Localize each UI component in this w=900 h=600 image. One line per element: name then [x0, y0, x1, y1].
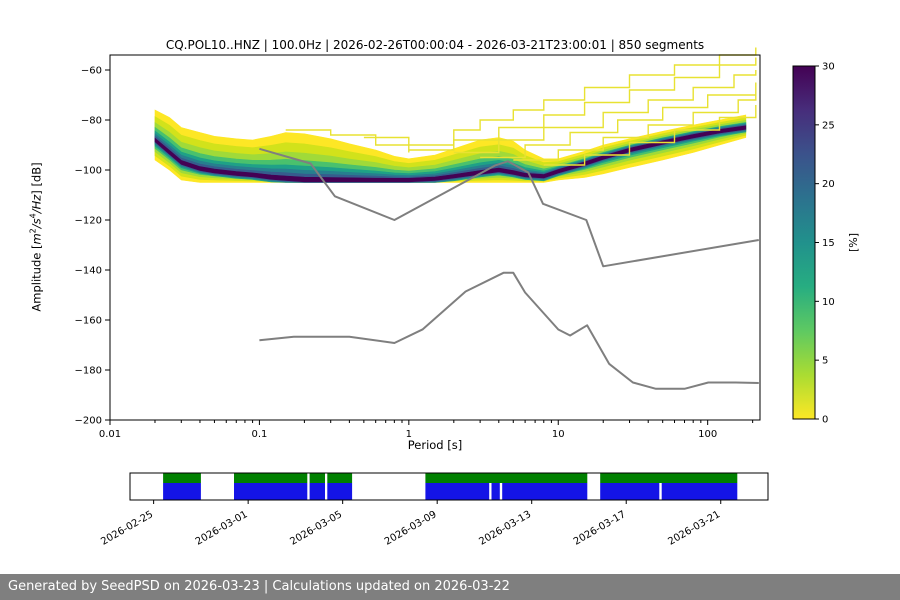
svg-text:30: 30	[822, 62, 835, 73]
colorbar	[792, 65, 816, 420]
coverage-segment	[425, 483, 490, 500]
svg-text:−100: −100	[75, 166, 102, 177]
timeline-axis: 2026-02-25 2026-03-01 2026-03-05 2026-03-09…	[99, 500, 722, 548]
svg-text:−180: −180	[75, 366, 102, 377]
svg-text:0: 0	[822, 415, 828, 426]
svg-text:10: 10	[552, 429, 565, 440]
outlier-psd-traces	[285, 47, 757, 166]
coverage-segments-green	[163, 473, 738, 483]
coverage-segment	[309, 473, 325, 483]
svg-text:−140: −140	[75, 266, 102, 277]
psd-heatmap-plot: 0.01 0.1 1 10 100−60−80−100−120−140−160−180−…	[75, 47, 860, 440]
svg-text:−80: −80	[81, 116, 102, 127]
svg-text:1: 1	[406, 429, 412, 440]
plot-title: CQ.POL10..HNZ | 100.0Hz | 2026-02-26T00:…	[165, 38, 705, 52]
coverage-segment	[327, 483, 353, 500]
svg-text:0.01: 0.01	[99, 429, 121, 440]
coverage-segment	[327, 473, 353, 483]
axes-frame	[109, 54, 761, 421]
noise-model-lines	[259, 147, 759, 390]
svg-text:−200: −200	[75, 416, 102, 427]
coverage-segment	[600, 473, 738, 483]
svg-text:20: 20	[822, 179, 835, 190]
svg-text:5: 5	[822, 356, 828, 367]
coverage-segment	[234, 473, 308, 483]
colorbar-ticks: 0 5 10 15 20 25 30	[815, 62, 835, 426]
coverage-segment	[234, 483, 308, 500]
svg-text:25: 25	[822, 120, 835, 131]
timeline-tick-label: 2026-03-09	[383, 509, 439, 548]
timeline-tick-label: 2026-03-01	[194, 509, 250, 548]
svg-text:0.1: 0.1	[251, 429, 267, 440]
colorbar-label: [%]	[847, 233, 860, 252]
svg-text:−160: −160	[75, 316, 102, 327]
coverage-segment	[600, 483, 660, 500]
coverage-segment	[502, 483, 588, 500]
timeline-frame	[129, 472, 769, 501]
footer-bar: Generated by SeedPSD on 2026-03-23 | Cal…	[0, 574, 900, 600]
coverage-timeline: 2026-02-25 2026-03-01 2026-03-05 2026-03-09…	[99, 472, 769, 548]
coverage-segment	[163, 473, 201, 483]
coverage-segment	[491, 483, 500, 500]
timeline-tick-label: 2026-03-17	[572, 509, 628, 548]
y-axis-ticks: −60 −80 −100 −120 −140 −160 −180 −200	[75, 66, 110, 427]
timeline-tick-label: 2026-02-25	[99, 509, 155, 548]
svg-text:−60: −60	[81, 66, 102, 77]
timeline-tick-label: 2026-03-05	[288, 509, 344, 548]
svg-text:100: 100	[698, 429, 717, 440]
x-axis-ticks: 0.01 0.1 1 10 100	[99, 420, 754, 440]
coverage-segments-blue	[163, 483, 738, 500]
svg-text:−120: −120	[75, 216, 102, 227]
timeline-tick-label: 2026-03-13	[477, 509, 533, 548]
x-axis-label: Period [s]	[407, 438, 463, 452]
timeline-tick-label: 2026-03-21	[666, 509, 722, 548]
coverage-segment	[661, 483, 738, 500]
ppsd-heatmap	[154, 109, 747, 183]
coverage-segment	[309, 483, 325, 500]
svg-text:10: 10	[822, 297, 835, 308]
coverage-segment	[163, 483, 201, 500]
coverage-segment	[425, 473, 588, 483]
svg-text:15: 15	[822, 238, 835, 249]
